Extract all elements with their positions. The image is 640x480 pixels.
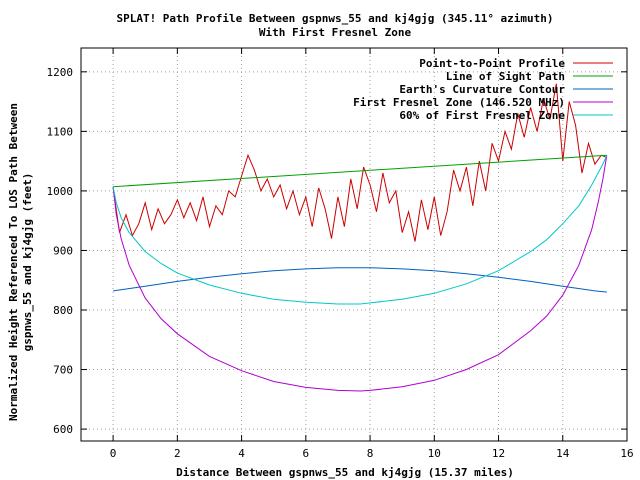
x-tick-label: 6 bbox=[303, 447, 310, 460]
x-tick-label: 12 bbox=[492, 447, 505, 460]
y-tick-label: 1200 bbox=[47, 66, 74, 79]
plot-frame bbox=[80, 47, 628, 442]
y-tick-label: 800 bbox=[53, 304, 73, 317]
legend-label: Earth's Curvature Contour bbox=[399, 83, 565, 96]
ticks: 0 2 4 6 8 10 12 14 16 600 700 800 900 1000 1100 1200 bbox=[47, 48, 634, 460]
series-lines bbox=[112, 83, 608, 392]
x-tick-label: 14 bbox=[556, 447, 570, 460]
y-tick-label: 900 bbox=[53, 244, 73, 257]
legend-label: Point-to-Point Profile bbox=[419, 57, 565, 70]
legend-label: First Fresnel Zone (146.520 MHz) bbox=[353, 96, 565, 109]
x-tick-label: 4 bbox=[238, 447, 245, 460]
series-line-60-of-first-fresnel-zone bbox=[112, 154, 608, 305]
x-tick-label: 2 bbox=[174, 447, 181, 460]
grid bbox=[81, 48, 628, 441]
y-axis-label-line2: gspnws_55 and kj4gjg (feet) bbox=[21, 173, 34, 352]
chart-title: SPLAT! Path Profile Between gspnws_55 an… bbox=[116, 12, 553, 25]
y-axis-label-line1: Normalized Height Referenced To LOS Path… bbox=[7, 103, 20, 421]
series-line-line-of-sight-path bbox=[113, 154, 607, 188]
x-tick-label: 10 bbox=[428, 447, 441, 460]
y-tick-label: 600 bbox=[53, 423, 73, 436]
y-tick-label: 700 bbox=[53, 364, 73, 377]
y-tick-label: 1100 bbox=[47, 125, 74, 138]
series-line-first-fresnel-zone-146-520-mhz bbox=[112, 155, 608, 392]
x-tick-label: 8 bbox=[367, 447, 374, 460]
legend-label: Line of Sight Path bbox=[446, 70, 565, 83]
x-axis-label: Distance Between gspnws_55 and kj4gjg (1… bbox=[176, 466, 514, 479]
legend-label: 60% of First Fresnel Zone bbox=[399, 109, 565, 122]
x-tick-label: 0 bbox=[110, 447, 117, 460]
series-line-point-to-point-profile bbox=[112, 83, 607, 242]
x-tick-label: 16 bbox=[620, 447, 633, 460]
y-tick-label: 1000 bbox=[47, 185, 74, 198]
series-line-earth-s-curvature-contour bbox=[113, 267, 607, 293]
chart-subtitle: With First Fresnel Zone bbox=[259, 26, 412, 39]
